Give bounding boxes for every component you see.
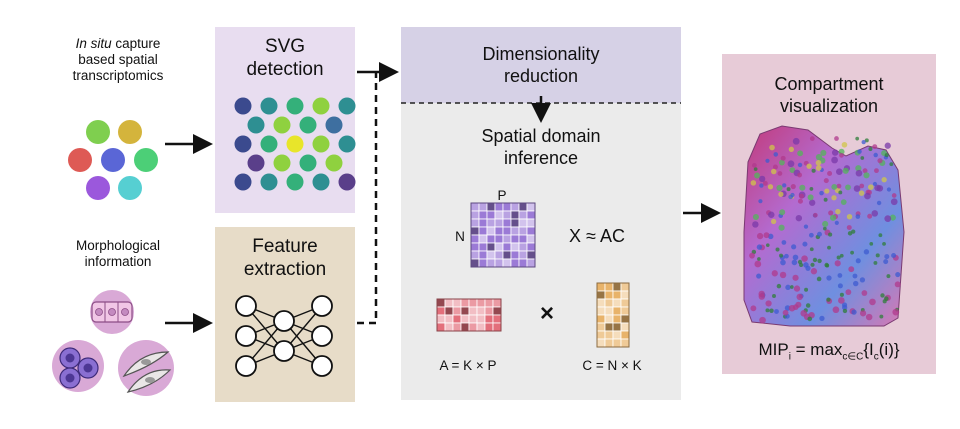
svg-dot: [247, 116, 265, 134]
spot: [68, 148, 92, 172]
feature-extraction-title: Feature extraction: [243, 236, 327, 280]
svg-dot: [338, 97, 356, 115]
matrix-x: [470, 202, 536, 268]
round-cells-icon: [59, 347, 99, 389]
spatial-domain-title: Spatial domain inference: [481, 126, 601, 168]
nn-node: [311, 355, 333, 377]
nn-node: [311, 325, 333, 347]
spot: [118, 120, 142, 144]
matrix-c: [596, 282, 630, 348]
nn-node: [235, 355, 257, 377]
svg-dot: [286, 97, 304, 115]
svg-dot: [312, 97, 330, 115]
dimensionality-panel: [401, 27, 681, 103]
mip-formula: MIPi = maxc∈C{Ic(i)}: [758, 340, 900, 363]
svg-detection-title: SVG detection: [246, 36, 324, 80]
morphology-input-label: Morphological information: [75, 238, 161, 270]
svg-dot-grid: [234, 97, 356, 191]
svg-dot: [260, 135, 278, 153]
svg-dot: [234, 135, 252, 153]
c-dimension-label: C = N × K: [582, 358, 642, 373]
nn-node: [273, 340, 295, 362]
svg-dot: [273, 154, 291, 172]
arrows: [165, 62, 721, 333]
svg-dot: [338, 173, 356, 191]
spatial-input-label: In situ capture based spatial transcript…: [72, 36, 164, 84]
spot: [86, 176, 110, 200]
svg-dot: [325, 154, 343, 172]
epithelial-cells-icon: [91, 301, 133, 323]
svg-dot: [234, 173, 252, 191]
spot: [118, 176, 142, 200]
matrix-a: [436, 298, 502, 332]
spot: [134, 148, 158, 172]
arrow-feature-to-dim: [357, 72, 378, 325]
svg-dot: [286, 173, 304, 191]
times-symbol: ×: [539, 300, 554, 327]
spindle-cells-icon: [122, 351, 172, 393]
nn-node: [273, 310, 295, 332]
spatial-spots: [68, 120, 158, 200]
svg-dot: [338, 135, 356, 153]
spot: [101, 148, 125, 172]
svg-dot: [260, 97, 278, 115]
svg-dot: [286, 135, 304, 153]
svg-dot: [325, 116, 343, 134]
svg-dot: [312, 173, 330, 191]
svg-dot: [273, 116, 291, 134]
nn-node: [311, 295, 333, 317]
svg-dot: [260, 173, 278, 191]
spot: [86, 120, 110, 144]
nn-node: [235, 325, 257, 347]
compartment-title: Compartment visualization: [774, 74, 884, 116]
equation-label: X ≈ AC: [569, 226, 625, 246]
matrix-p-label: P: [497, 188, 507, 203]
cell-morphology-icons: [52, 290, 174, 396]
dimensionality-title: Dimensionality reduction: [482, 44, 600, 86]
svg-dot: [247, 154, 265, 172]
a-dimension-label: A = K × P: [439, 358, 497, 373]
tissue-visualization: [743, 125, 905, 327]
spatial-domain-panel: [401, 103, 681, 400]
svg-dot: [234, 97, 252, 115]
neural-network-icon: [235, 295, 333, 377]
svg-dot: [299, 116, 317, 134]
svg-dot: [312, 135, 330, 153]
nn-node: [235, 295, 257, 317]
svg-dot: [299, 154, 317, 172]
matrix-n-label: N: [455, 229, 465, 244]
